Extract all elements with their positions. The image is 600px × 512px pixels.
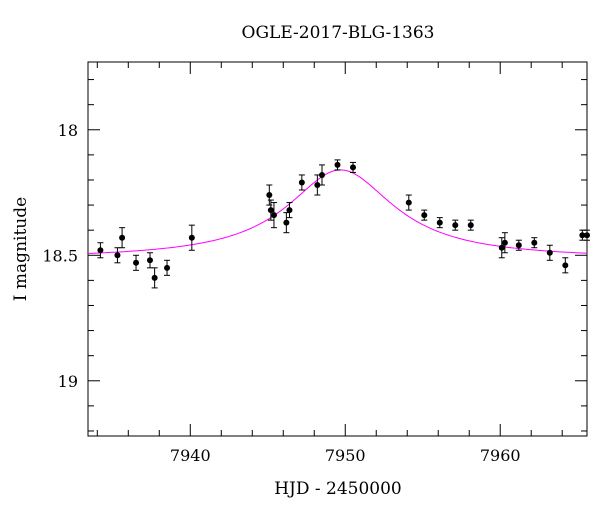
x-tick-label: 7950 bbox=[325, 446, 366, 465]
point-marker bbox=[501, 239, 508, 246]
data-point bbox=[452, 219, 459, 231]
point-marker bbox=[97, 247, 104, 254]
point-marker bbox=[133, 259, 140, 266]
point-marker bbox=[515, 242, 522, 249]
data-point bbox=[319, 164, 326, 186]
data-point bbox=[267, 199, 274, 221]
data-point bbox=[501, 232, 508, 254]
point-marker bbox=[579, 232, 586, 239]
point-marker bbox=[349, 164, 356, 171]
point-marker bbox=[283, 219, 290, 226]
data-point bbox=[515, 239, 522, 251]
data-point bbox=[151, 267, 158, 289]
point-marker bbox=[546, 249, 553, 256]
point-marker bbox=[421, 212, 428, 219]
point-marker bbox=[270, 212, 277, 219]
y-axis-label: I magnitude bbox=[11, 197, 31, 301]
point-marker bbox=[267, 207, 274, 214]
plot-frame bbox=[87, 61, 588, 437]
point-marker bbox=[498, 244, 505, 251]
data-point bbox=[562, 257, 569, 274]
point-marker bbox=[266, 192, 273, 199]
data-point bbox=[436, 217, 443, 229]
x-tick-label: 7960 bbox=[480, 446, 521, 465]
point-marker bbox=[405, 199, 412, 206]
point-marker bbox=[286, 207, 293, 214]
data-point bbox=[133, 254, 140, 271]
y-tick-label: 18.5 bbox=[42, 246, 78, 265]
data-point bbox=[498, 237, 505, 259]
data-point bbox=[467, 219, 474, 231]
data-point bbox=[349, 161, 356, 173]
point-marker bbox=[531, 239, 538, 246]
data-point bbox=[546, 244, 553, 261]
tick-labels: 7940 7950 7960 18 18.5 19 bbox=[42, 121, 520, 465]
data-point bbox=[334, 159, 341, 171]
data-point bbox=[584, 229, 590, 241]
point-marker bbox=[562, 262, 569, 269]
model-curve bbox=[87, 169, 588, 254]
y-tick-label: 19 bbox=[58, 372, 78, 391]
data-point bbox=[314, 174, 321, 196]
x-tick-label: 7940 bbox=[170, 446, 211, 465]
chart-title: OGLE-2017-BLG-1363 bbox=[242, 23, 435, 43]
data-point bbox=[405, 194, 412, 211]
point-marker bbox=[164, 264, 171, 271]
data-point bbox=[270, 202, 277, 229]
point-marker bbox=[151, 274, 158, 281]
point-marker bbox=[436, 219, 443, 226]
data-point bbox=[119, 227, 126, 249]
y-tick-label: 18 bbox=[58, 121, 78, 140]
data-point bbox=[146, 252, 153, 269]
point-marker bbox=[314, 181, 321, 188]
data-point bbox=[283, 212, 290, 234]
point-marker bbox=[119, 234, 126, 241]
data-point bbox=[188, 224, 195, 251]
data-point bbox=[298, 174, 305, 191]
point-marker bbox=[188, 234, 195, 241]
data-point bbox=[97, 242, 104, 259]
point-marker bbox=[298, 179, 305, 186]
point-marker bbox=[584, 232, 590, 239]
point-marker bbox=[452, 222, 459, 229]
point-marker bbox=[334, 161, 341, 168]
axis-ticks bbox=[88, 62, 587, 436]
data-point bbox=[531, 237, 538, 249]
data-point bbox=[286, 202, 293, 219]
model-curve-layer bbox=[87, 169, 588, 254]
point-marker bbox=[114, 252, 121, 259]
data-point bbox=[266, 184, 273, 206]
data-point bbox=[421, 209, 428, 221]
data-points-layer bbox=[97, 159, 590, 289]
point-marker bbox=[146, 257, 153, 264]
data-point bbox=[114, 247, 121, 264]
point-marker bbox=[467, 222, 474, 229]
point-marker bbox=[319, 171, 326, 178]
x-axis-label: HJD - 2450000 bbox=[274, 479, 402, 499]
data-point bbox=[164, 259, 171, 276]
